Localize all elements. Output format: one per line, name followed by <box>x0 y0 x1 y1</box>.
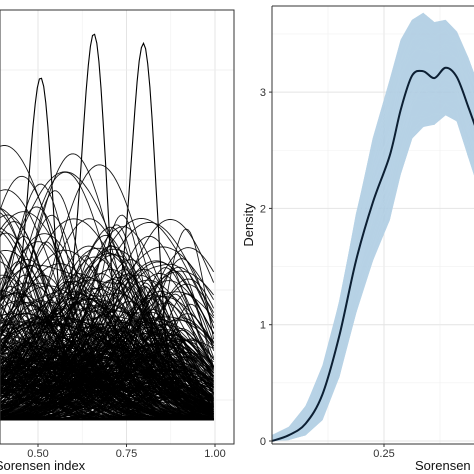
right-replicate-curve <box>271 36 474 437</box>
right-mean-line <box>271 66 474 442</box>
right-replicate-curve <box>271 24 474 436</box>
left-density-curves <box>0 33 215 421</box>
left-density-curve <box>0 41 214 421</box>
left-density-curve <box>0 306 214 419</box>
right-replicate-curve <box>271 39 474 438</box>
left-density-curve <box>0 270 215 415</box>
right-replicate-curve <box>271 76 474 440</box>
left-x-tick-label: 0.50 <box>27 448 48 460</box>
left-panel: 0.50 0.75 1.00 Sorensen index <box>0 9 235 473</box>
right-replicate-curve <box>271 68 474 439</box>
right-replicate-curve <box>271 35 474 437</box>
right-replicate-curve <box>271 69 474 439</box>
left-density-curve <box>0 347 214 420</box>
left-density-curve <box>0 268 214 408</box>
left-density-curve <box>0 153 214 420</box>
right-replicate-curve <box>271 59 474 438</box>
right-replicate-curve <box>271 22 474 436</box>
right-y-tick-label: 3 <box>260 87 266 99</box>
right-replicate-curve <box>271 101 474 441</box>
left-density-curve <box>0 372 214 416</box>
left-density-curve <box>0 298 214 411</box>
left-density-curve <box>0 328 214 421</box>
right-replicate-curve <box>271 12 474 436</box>
right-y-tick-label: 0 <box>260 436 266 448</box>
left-density-curve <box>0 353 214 411</box>
right-replicate-curve <box>271 103 474 441</box>
left-density-curve <box>0 370 214 408</box>
left-x-tick-label: 0.75 <box>116 448 137 460</box>
left-density-curve <box>0 33 214 421</box>
right-replicate-curve <box>271 48 474 437</box>
right-replicate-curve <box>271 58 474 439</box>
left-density-curve <box>0 372 214 411</box>
right-replicate-curve <box>271 81 474 440</box>
left-density-curve <box>0 276 214 420</box>
right-replicate-curve <box>271 42 474 437</box>
right-x-tick-label: 0.25 <box>373 448 394 460</box>
left-density-curve <box>0 391 214 415</box>
left-density-curve <box>0 342 214 421</box>
left-density-curve <box>0 273 214 419</box>
right-mean-curve <box>271 66 474 442</box>
left-density-curve <box>0 306 214 421</box>
right-x-ticks: 0.25 <box>373 444 395 460</box>
right-y-tick-label: 2 <box>260 203 266 215</box>
left-density-curve <box>0 300 214 421</box>
left-density-curve <box>0 218 215 409</box>
right-x-axis-title: Sorensen index <box>415 458 474 473</box>
right-y-tick-label: 1 <box>260 320 266 332</box>
right-replicate-curve <box>271 76 474 440</box>
left-x-ticks: 0.50 0.75 1.00 <box>27 444 226 460</box>
left-density-curve <box>0 360 214 419</box>
right-bootstrap-band <box>271 12 474 442</box>
left-density-curve <box>0 361 214 413</box>
left-density-curve <box>0 333 214 419</box>
right-replicate-curve <box>271 103 474 442</box>
right-replicate-curve <box>271 85 474 440</box>
right-replicate-curve <box>271 96 474 441</box>
left-plot-border <box>0 9 235 445</box>
left-x-tick-label: 1.00 <box>204 448 225 460</box>
right-replicate-curve <box>271 48 474 437</box>
right-replicate-curve <box>271 26 474 436</box>
right-y-ticks: 0 1 2 3 <box>260 87 272 448</box>
left-density-curve <box>0 351 214 415</box>
left-x-axis-title: Sorensen index <box>0 458 86 473</box>
right-y-axis-title: Density <box>241 203 256 247</box>
right-panel: 0.25 0 1 2 3 Density Sorensen index <box>241 5 474 473</box>
left-density-curve <box>0 353 214 418</box>
right-replicate-curve <box>271 30 474 437</box>
